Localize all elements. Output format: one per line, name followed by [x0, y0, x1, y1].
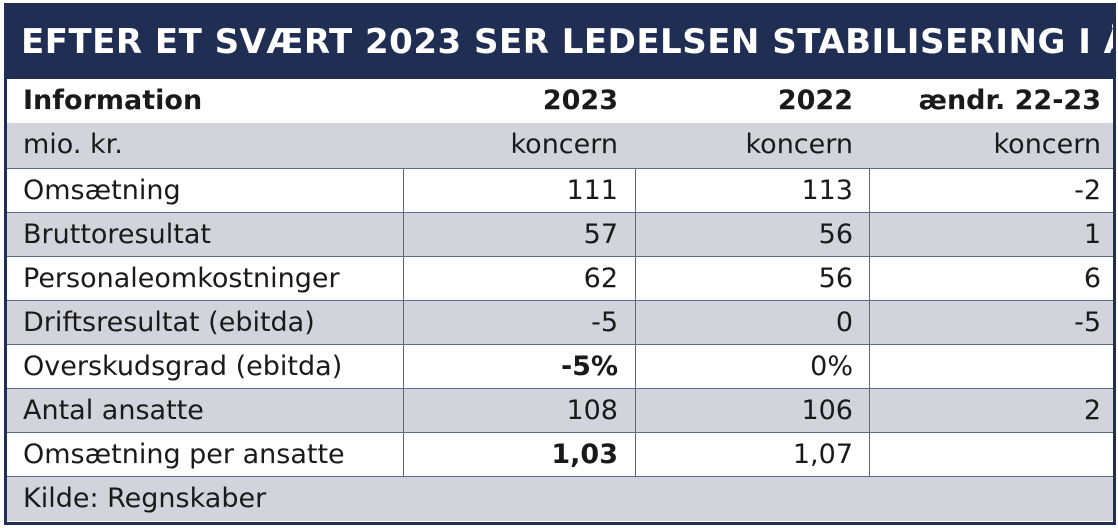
table-title: EFTER ET SVÆRT 2023 SER LEDELSEN STABILI…	[7, 6, 1113, 79]
row-value-2023: 1,03	[551, 439, 618, 470]
table-row: Omsætning per ansatte 1,03 1,07	[7, 433, 1113, 477]
row-value-change: 1	[1083, 219, 1101, 250]
row-value-2023: 111	[566, 175, 618, 206]
subheader-label: mio. kr.	[23, 129, 123, 160]
data-table: Information 2023 2022 ændr. 22-23 mio. k…	[7, 79, 1113, 521]
table-row: Antal ansatte 108 106 2	[7, 389, 1113, 433]
row-label: Omsætning per ansatte	[23, 439, 345, 470]
subheader-change: koncern	[993, 129, 1102, 160]
row-value-2022: 106	[801, 395, 853, 426]
row-label: Overskudsgrad (ebitda)	[23, 351, 343, 382]
row-label: Bruttoresultat	[23, 219, 211, 250]
source-row: Kilde: Regnskaber	[7, 477, 1113, 521]
row-value-2023: -5	[591, 307, 618, 338]
subheader-2023: koncern	[510, 129, 619, 160]
row-value-change: 2	[1083, 395, 1101, 426]
row-value-2023: 57	[583, 219, 618, 250]
table-row: Personaleomkostninger 62 56 6	[7, 257, 1113, 301]
header-2023: 2023	[542, 85, 618, 116]
row-label: Personaleomkostninger	[23, 263, 340, 294]
row-value-2022: 56	[818, 219, 853, 250]
source-note: Kilde: Regnskaber	[23, 483, 267, 514]
row-value-2022: 56	[818, 263, 853, 294]
row-value-2023: 108	[566, 395, 618, 426]
row-label: Antal ansatte	[23, 395, 204, 426]
header-label: Information	[23, 85, 203, 116]
subheader-row: mio. kr. koncern koncern koncern	[7, 123, 1113, 169]
row-label: Driftsresultat (ebitda)	[23, 307, 315, 338]
row-value-2023: -5%	[560, 351, 618, 382]
row-value-2022: 0	[835, 307, 853, 338]
table-row: Omsætning 111 113 -2	[7, 169, 1113, 213]
row-value-change: -2	[1074, 175, 1101, 206]
subheader-2022: koncern	[745, 129, 854, 160]
row-value-2023: 62	[583, 263, 618, 294]
row-value-2022: 113	[801, 175, 853, 206]
row-label: Omsætning	[23, 175, 181, 206]
row-value-2022: 1,07	[792, 439, 853, 470]
row-value-change: 6	[1083, 263, 1101, 294]
table-row: Overskudsgrad (ebitda) -5% 0%	[7, 345, 1113, 389]
header-2022: 2022	[777, 85, 853, 116]
table-row: Bruttoresultat 57 56 1	[7, 213, 1113, 257]
header-row: Information 2023 2022 ændr. 22-23	[7, 79, 1113, 123]
table-frame: EFTER ET SVÆRT 2023 SER LEDELSEN STABILI…	[4, 3, 1116, 525]
row-value-change: -5	[1074, 307, 1101, 338]
table-row: Driftsresultat (ebitda) -5 0 -5	[7, 301, 1113, 345]
row-value-2022: 0%	[810, 351, 853, 382]
header-change: ændr. 22-23	[918, 85, 1101, 116]
